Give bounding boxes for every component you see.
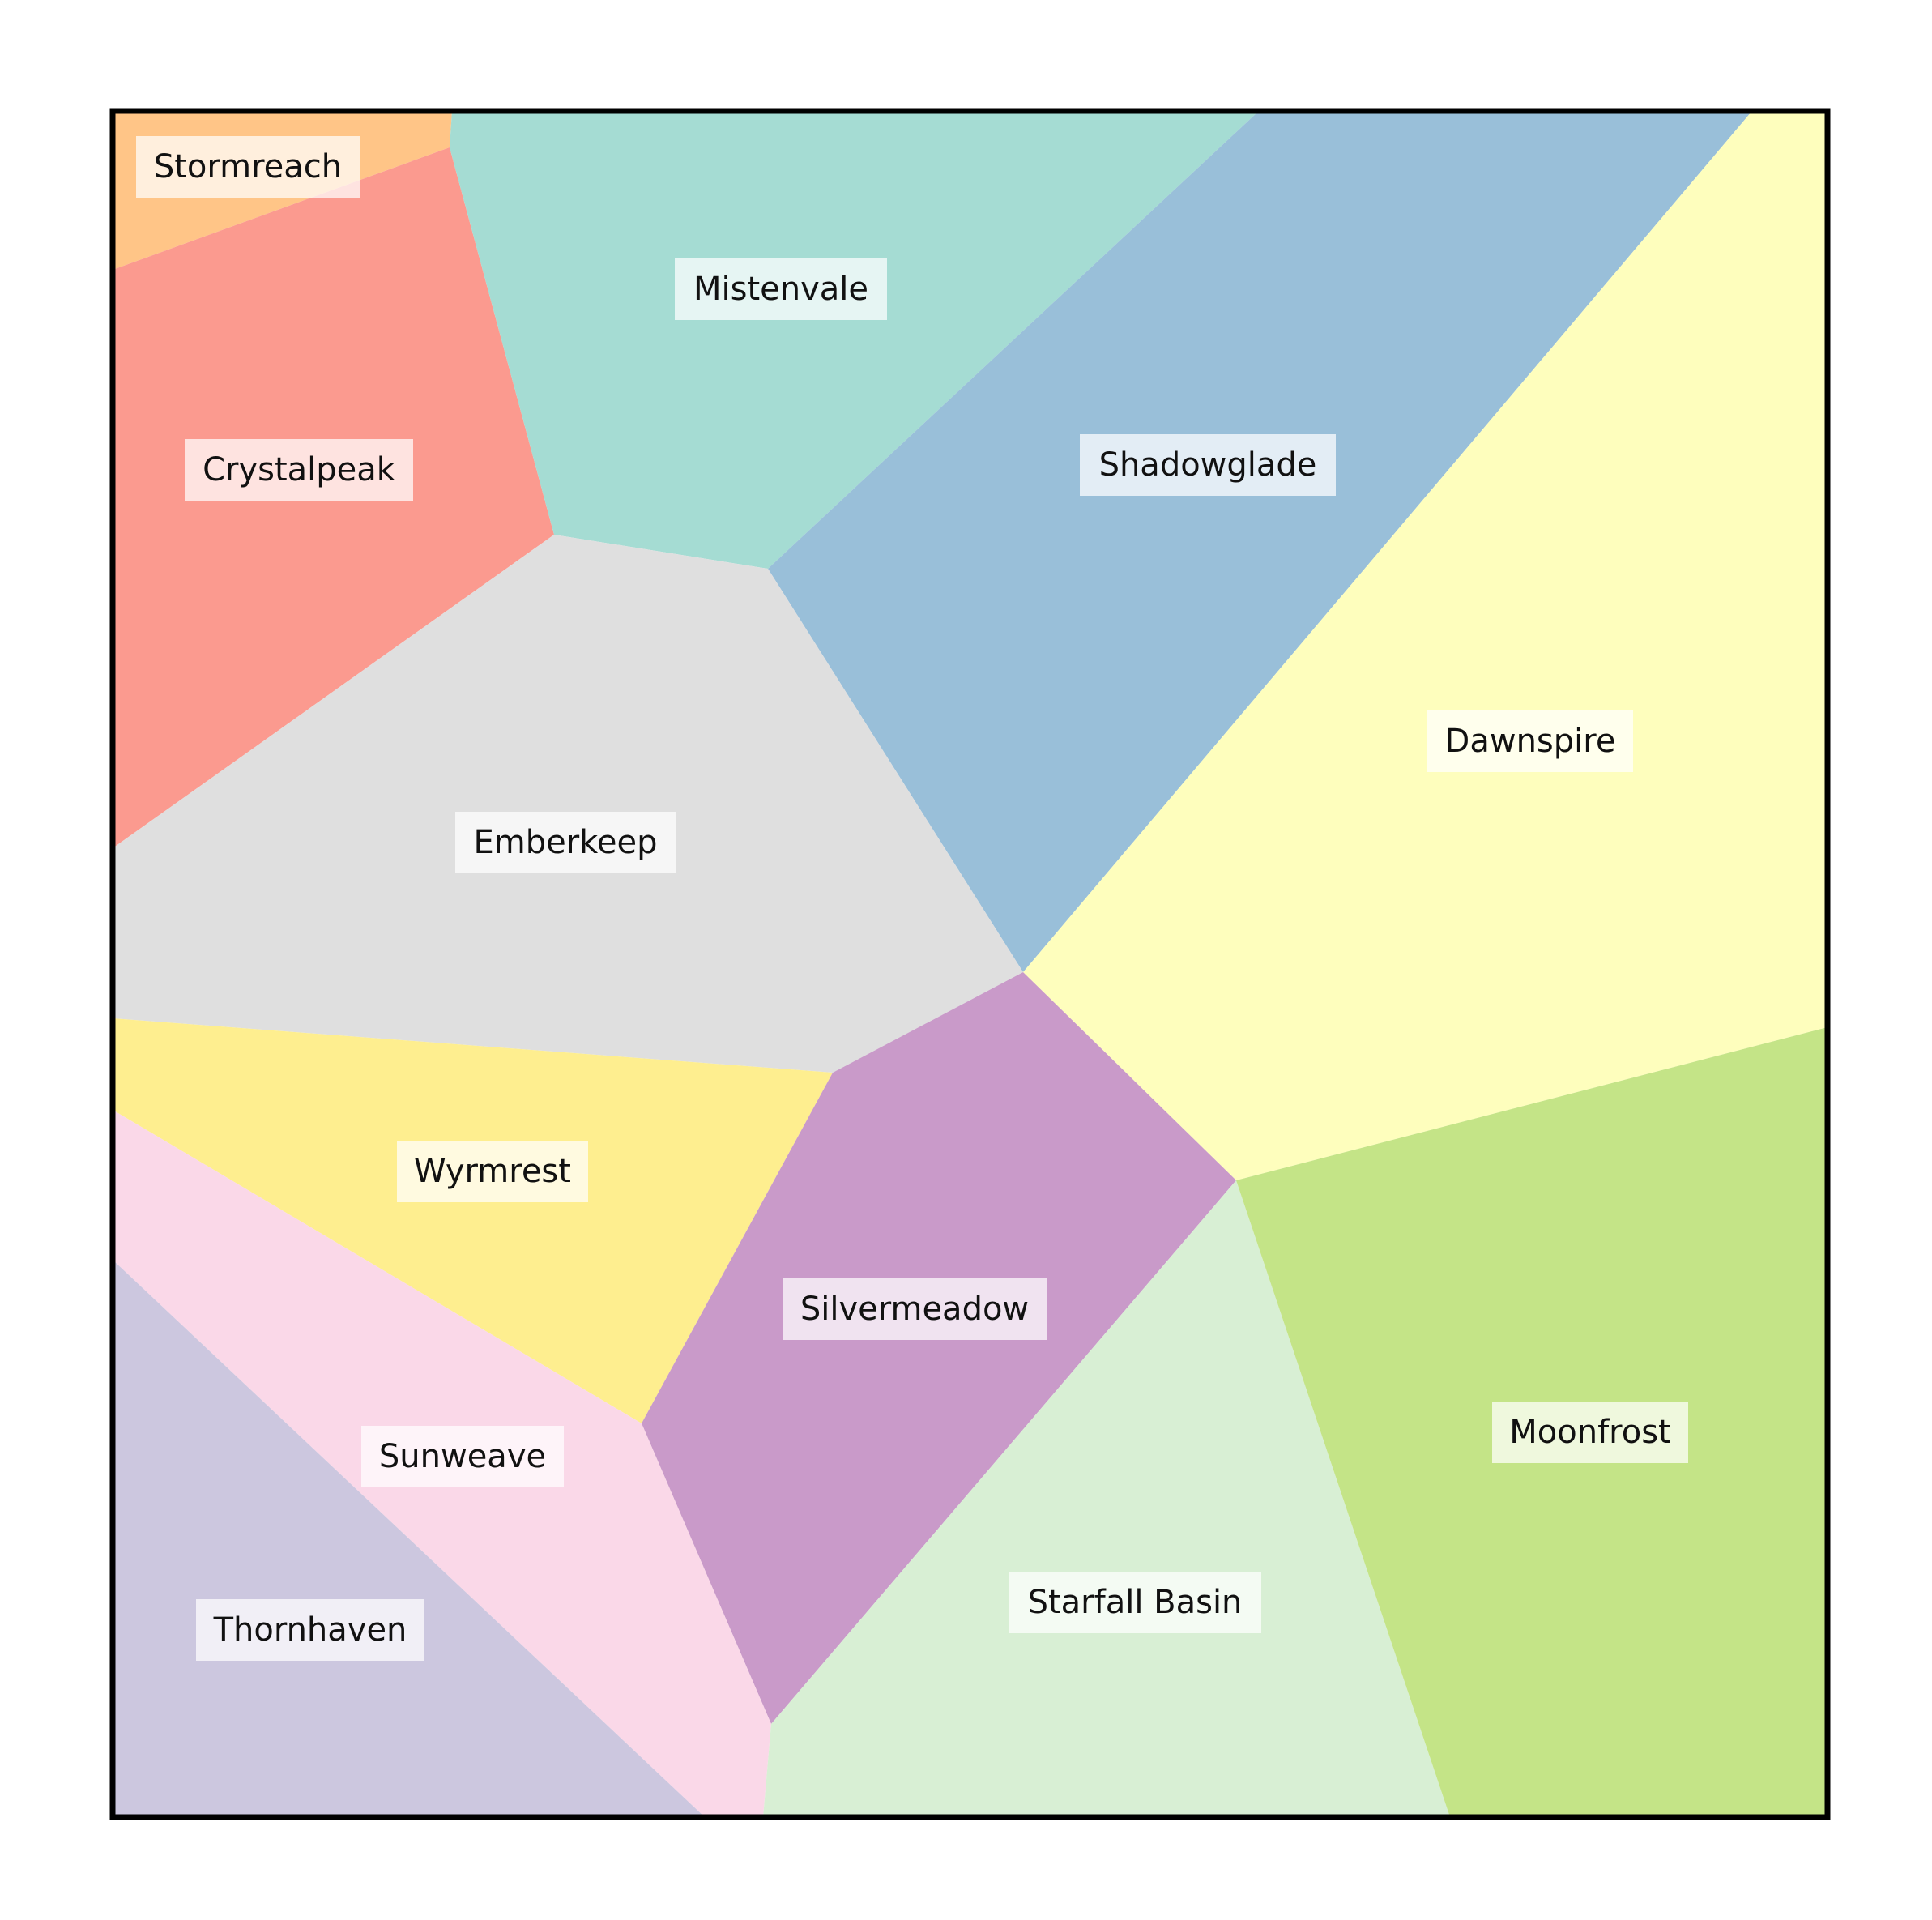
region-silvermeadow[interactable]: [642, 972, 1236, 1724]
label-dawnspire: Dawnspire: [1427, 710, 1633, 772]
label-starfall-basin-text: Starfall Basin: [1028, 1584, 1243, 1621]
region-starfall-basin[interactable]: [763, 1180, 1450, 1817]
label-wyrmrest: Wyrmrest: [397, 1141, 588, 1202]
label-emberkeep-text: Emberkeep: [473, 824, 657, 861]
region-emberkeep[interactable]: [113, 535, 1023, 1073]
label-sunweave: Sunweave: [361, 1426, 564, 1487]
region-wyrmrest[interactable]: [113, 1018, 833, 1423]
label-sunweave-text: Sunweave: [379, 1438, 546, 1475]
region-dawnspire[interactable]: [1023, 111, 1828, 1180]
label-silvermeadow: Silvermeadow: [783, 1278, 1047, 1340]
label-thornhaven-text: Thornhaven: [213, 1611, 407, 1649]
regions-layer: [113, 111, 1828, 1817]
label-starfall-basin: Starfall Basin: [1009, 1572, 1261, 1633]
label-dawnspire-text: Dawnspire: [1445, 723, 1616, 760]
label-emberkeep: Emberkeep: [455, 812, 676, 873]
label-wyrmrest-text: Wyrmrest: [414, 1153, 571, 1190]
region-mistenvale[interactable]: [450, 111, 1259, 569]
label-thornhaven: Thornhaven: [196, 1599, 424, 1661]
label-mistenvale: Mistenvale: [675, 258, 887, 320]
label-shadowglade: Shadowglade: [1080, 434, 1336, 496]
label-moonfrost: Moonfrost: [1492, 1402, 1688, 1463]
region-thornhaven[interactable]: [113, 1260, 705, 1817]
label-crystalpeak-text: Crystalpeak: [203, 451, 396, 489]
label-silvermeadow-text: Silvermeadow: [800, 1291, 1029, 1328]
label-stormreach: Stormreach: [136, 136, 360, 198]
map-frame: [109, 108, 1831, 1820]
label-shadowglade-text: Shadowglade: [1099, 446, 1317, 484]
label-stormreach-text: Stormreach: [154, 148, 342, 186]
label-mistenvale-text: Mistenvale: [693, 271, 868, 308]
label-moonfrost-text: Moonfrost: [1509, 1414, 1670, 1451]
region-shadowglade[interactable]: [768, 111, 1752, 972]
labels-layer: Stormreach Crystalpeak Mistenvale Shadow…: [136, 136, 1688, 1661]
label-crystalpeak: Crystalpeak: [185, 439, 413, 501]
